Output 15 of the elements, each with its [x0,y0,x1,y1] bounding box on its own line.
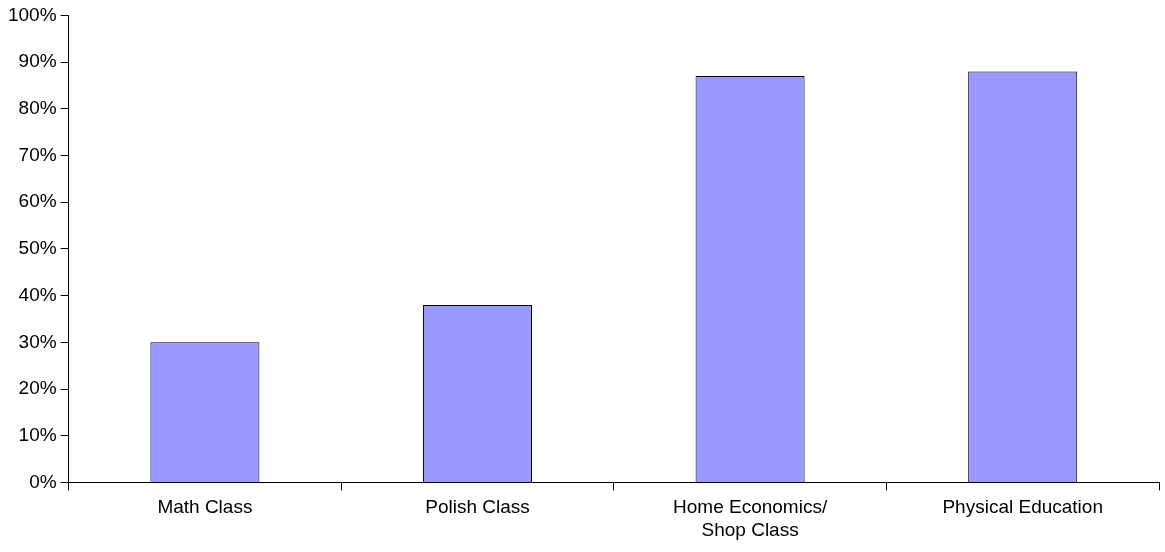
y-tick-label: 30% [18,330,57,352]
x-tick-label: Physical Education [942,496,1103,518]
x-tick-label: Polish Class [425,496,530,518]
x-tick-label: Home Economics/ Shop Class [673,496,828,540]
y-tick-label: 0% [29,470,57,492]
y-tick-label: 20% [18,377,57,399]
y-tick-label: 50% [18,237,57,259]
y-tick-label: 60% [18,190,57,212]
y-tick-label: 90% [18,50,57,72]
y-tick-label: 10% [18,423,57,445]
y-tick-label: 40% [18,283,57,305]
y-tick-label: 100% [7,3,57,25]
x-tick-label: Math Class [157,496,253,518]
y-tick-label: 70% [18,143,57,165]
y-tick-label: 80% [18,97,57,119]
